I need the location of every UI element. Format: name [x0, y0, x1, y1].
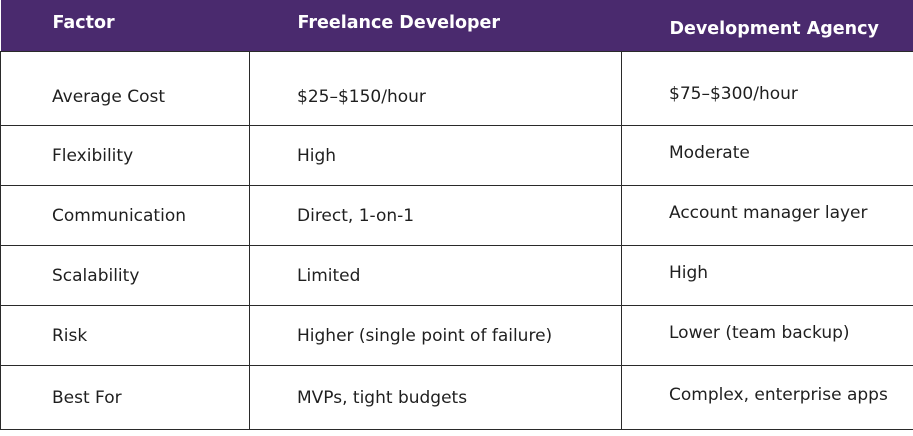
table-cell-agency: Moderate	[621, 125, 913, 186]
cell-text: Direct, 1-on-1	[297, 205, 415, 226]
cell-text: Limited	[297, 265, 361, 286]
cell-text: MVPs, tight budgets	[297, 387, 468, 408]
cell-text: Moderate	[669, 142, 750, 163]
cell-text: Average Cost	[52, 86, 166, 107]
header-cell-factor: Factor	[0, 0, 250, 52]
table-cell-freelance: Limited	[249, 245, 622, 306]
table-cell-factor: Average Cost	[0, 51, 250, 126]
table-cell-agency: High	[621, 245, 913, 306]
cell-text: Risk	[52, 325, 88, 346]
table-row: Average Cost $25–$150/hour $75–$300/hour	[0, 51, 913, 126]
cell-text: Lower (team backup)	[669, 322, 850, 343]
cell-text: Scalability	[52, 265, 140, 286]
header-label-development-agency: Development Agency	[669, 18, 879, 39]
table-header: Factor Freelance Developer Development A…	[0, 0, 913, 52]
table-cell-agency: $75–$300/hour	[621, 51, 913, 126]
table-cell-freelance: $25–$150/hour	[249, 51, 622, 126]
cell-text: Complex, enterprise apps	[669, 384, 888, 405]
table-cell-factor: Communication	[0, 185, 250, 246]
table-row: Best For MVPs, tight budgets Complex, en…	[0, 365, 913, 430]
table-body: Average Cost $25–$150/hour $75–$300/hour…	[0, 51, 913, 430]
cell-text: $25–$150/hour	[297, 86, 426, 107]
cell-text: High	[297, 145, 337, 166]
cell-text: Communication	[52, 205, 186, 226]
table-row: Scalability Limited High	[0, 245, 913, 306]
table-cell-agency: Lower (team backup)	[621, 305, 913, 366]
table-row: Risk Higher (single point of failure) Lo…	[0, 305, 913, 366]
table-cell-factor: Flexibility	[0, 125, 250, 186]
table-cell-freelance: MVPs, tight budgets	[249, 365, 622, 430]
table-cell-factor: Scalability	[0, 245, 250, 306]
table-row: Flexibility High Moderate	[0, 125, 913, 186]
table-cell-factor: Best For	[0, 365, 250, 430]
cell-text: Flexibility	[52, 145, 134, 166]
header-cell-development-agency: Development Agency	[621, 0, 913, 52]
cell-text: Higher (single point of failure)	[297, 325, 553, 346]
table-cell-agency: Account manager layer	[621, 185, 913, 246]
cell-text: Best For	[52, 387, 122, 408]
table-row: Communication Direct, 1-on-1 Account man…	[0, 185, 913, 246]
table-cell-freelance: High	[249, 125, 622, 186]
table-cell-factor: Risk	[0, 305, 250, 366]
cell-text: $75–$300/hour	[669, 83, 798, 104]
table-cell-freelance: Higher (single point of failure)	[249, 305, 622, 366]
table-cell-agency: Complex, enterprise apps	[621, 365, 913, 430]
header-label-factor: Factor	[52, 12, 115, 33]
cell-text: Account manager layer	[669, 202, 868, 223]
table-cell-freelance: Direct, 1-on-1	[249, 185, 622, 246]
header-row: Factor Freelance Developer Development A…	[0, 0, 913, 52]
cell-text: High	[669, 262, 709, 283]
header-label-freelance-developer: Freelance Developer	[297, 12, 501, 33]
header-cell-freelance-developer: Freelance Developer	[249, 0, 622, 52]
